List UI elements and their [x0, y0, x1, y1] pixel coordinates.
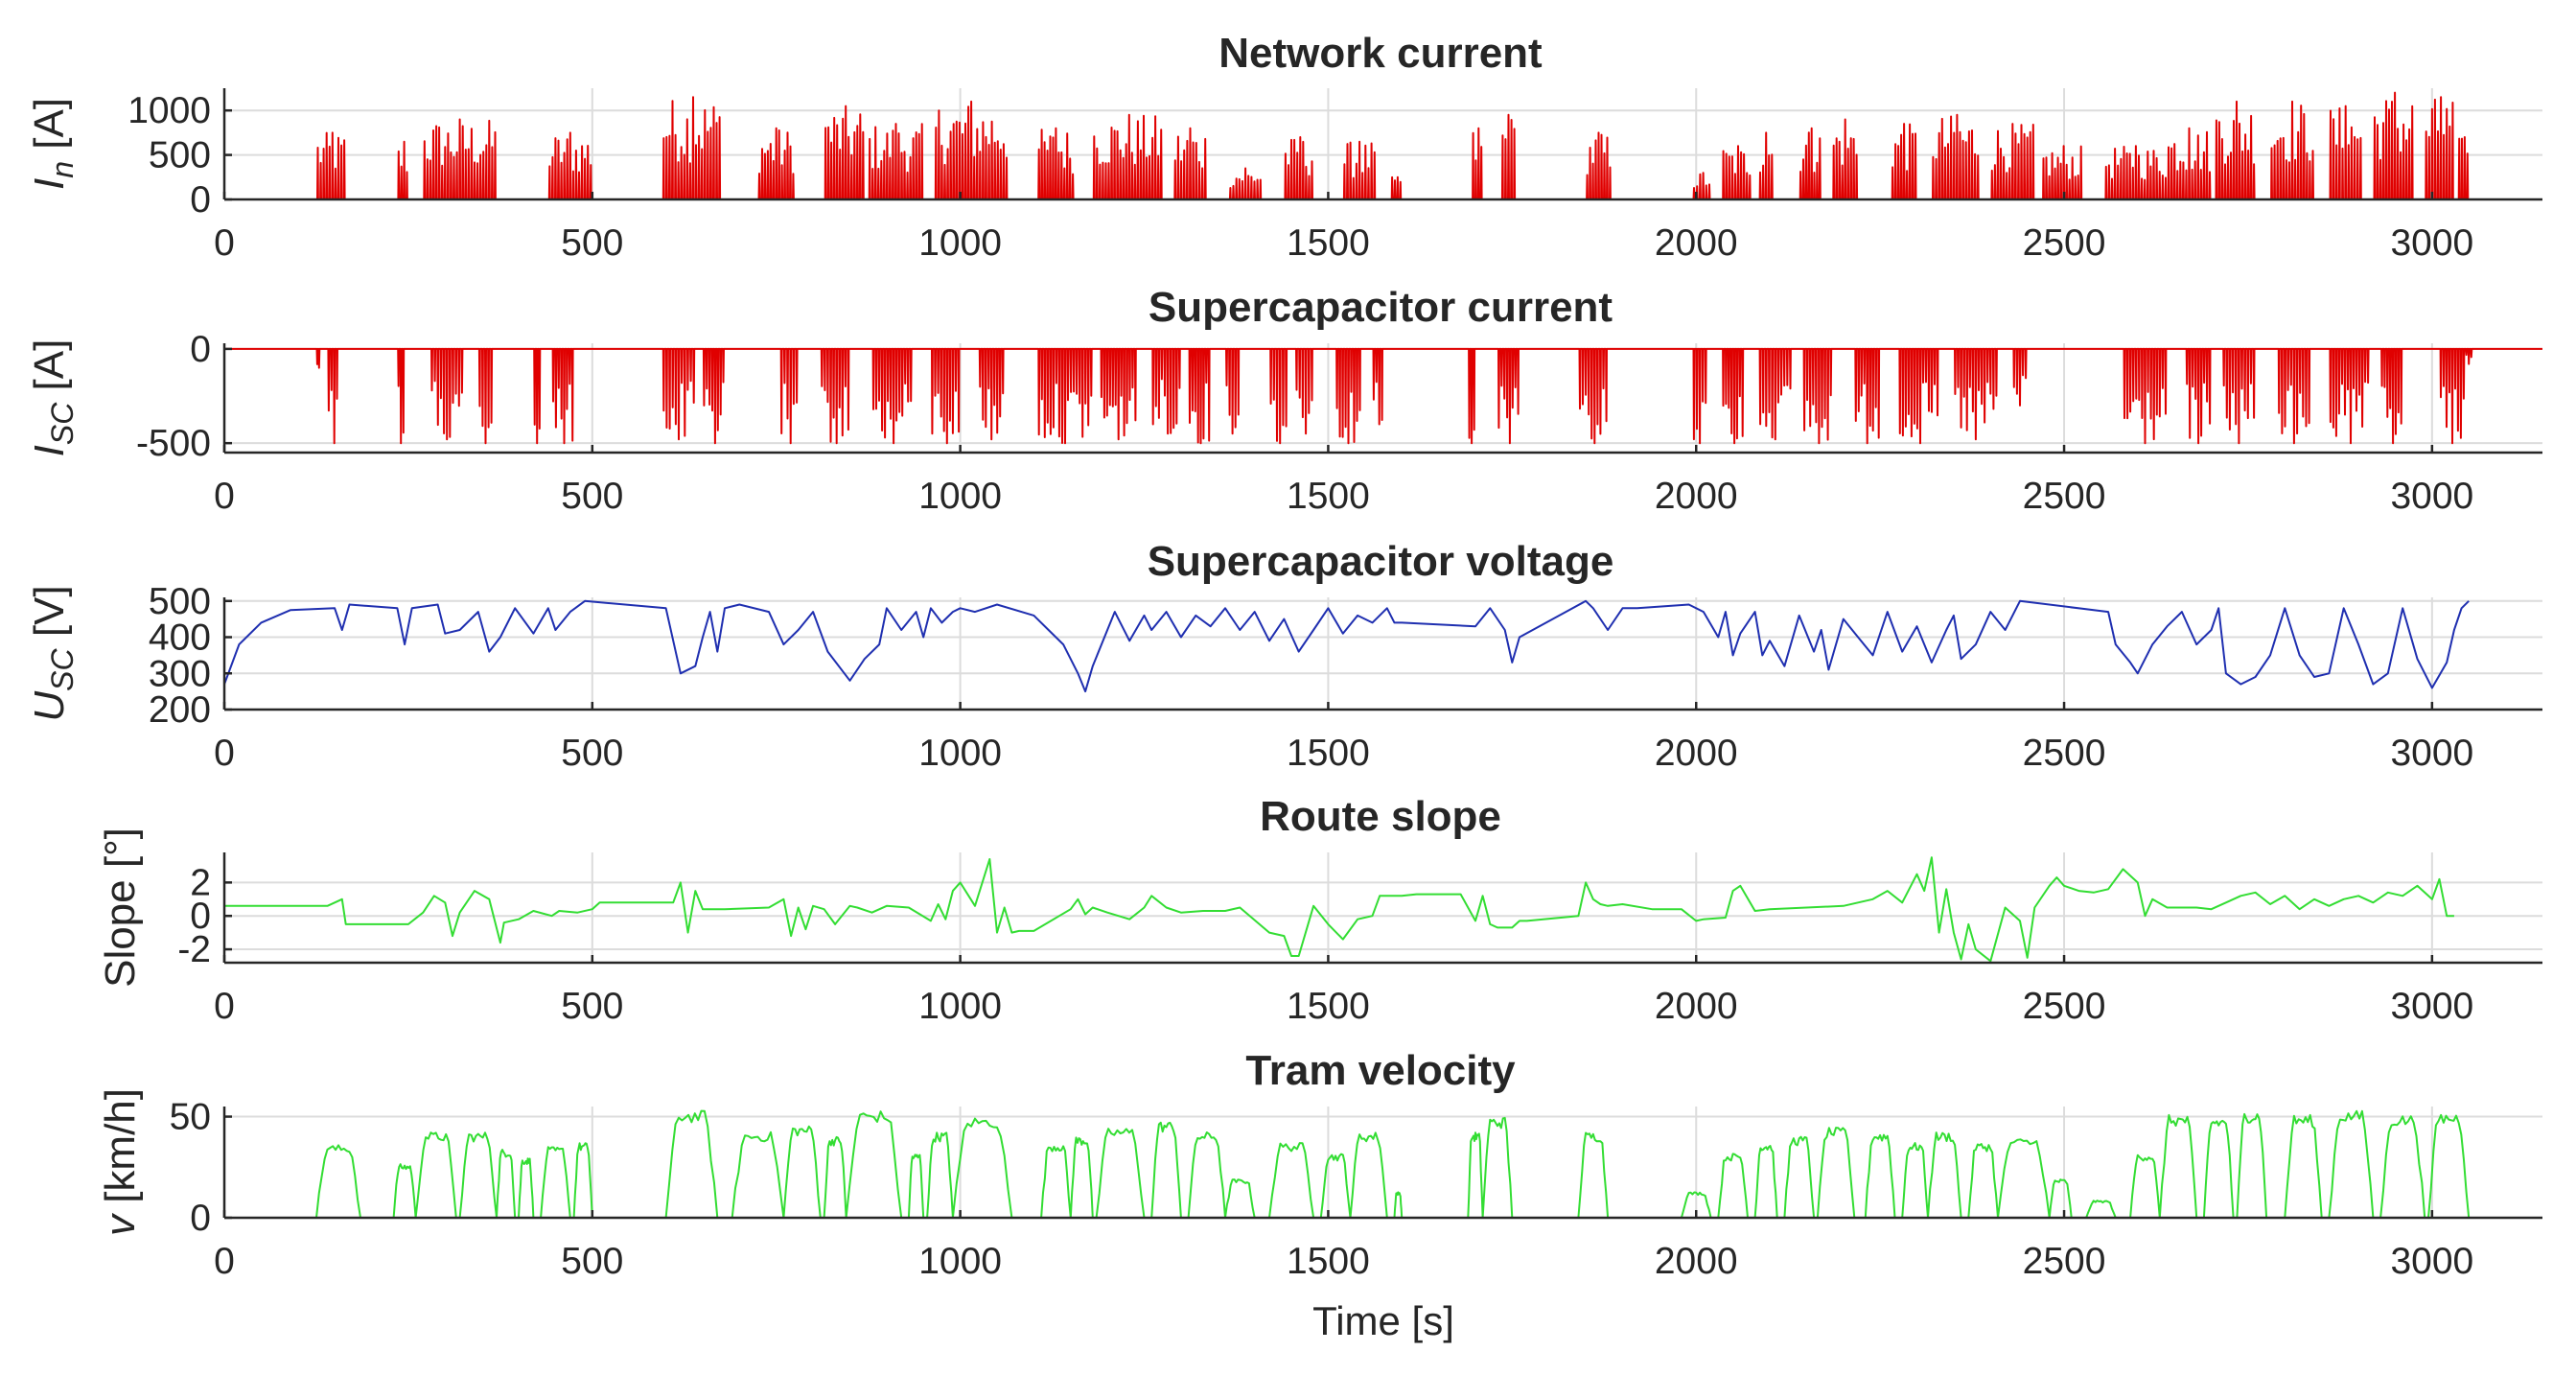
- x-tick-label: 0: [214, 986, 235, 1027]
- route-slope-panel: Route slope 0 500 1000 1500 2000 2500 3000-202…: [97, 793, 2542, 1027]
- y-tick-label: 300: [149, 653, 211, 694]
- x-tick-label: 1500: [1287, 1241, 1370, 1282]
- x-tick-label: 2000: [1655, 476, 1738, 517]
- x-tick-label: 3000: [2390, 222, 2473, 264]
- chart-title: Route slope: [1260, 793, 1501, 840]
- tram-velocity-panel: Tram velocity 0 500 1000 1500 2000 2500 3000 0 5…: [97, 1047, 2542, 1282]
- y-tick-label: 1000: [128, 90, 211, 131]
- x-tick-label: 500: [561, 222, 623, 264]
- y-tick-label: -2: [177, 929, 211, 970]
- x-tick-label: 1000: [918, 986, 1002, 1027]
- y-tick-label: 200: [149, 689, 211, 731]
- x-tick-label: 1500: [1287, 986, 1370, 1027]
- x-tick-label: 3000: [2390, 1241, 2473, 1282]
- y-tick-label: 2: [190, 862, 211, 903]
- chart-title: Supercapacitor current: [1149, 284, 1613, 331]
- y-tick-label: 500: [149, 581, 211, 622]
- x-tick-label: 500: [561, 986, 623, 1027]
- x-tick-label: 500: [561, 733, 623, 774]
- x-tick-label: 500: [561, 1241, 623, 1282]
- y-axis-label: ISC [A]: [26, 339, 80, 457]
- series-line: [224, 599, 2470, 693]
- x-tick-label: 2500: [2023, 476, 2106, 517]
- x-tick-label: 2000: [1655, 733, 1738, 774]
- x-tick-label: 0: [214, 476, 235, 517]
- x-tick-label: 2000: [1655, 1241, 1738, 1282]
- y-tick-label: 50: [170, 1097, 211, 1138]
- x-tick-label: 500: [561, 476, 623, 517]
- x-tick-label: 1000: [918, 1241, 1002, 1282]
- x-tick-label: 1500: [1287, 733, 1370, 774]
- y-axis-label: Slope [°]: [97, 827, 144, 988]
- x-tick-label: 3000: [2390, 733, 2473, 774]
- y-tick-label: 0: [190, 896, 211, 937]
- x-tick-label: 2500: [2023, 1241, 2106, 1282]
- supercapacitor-voltage-panel: Supercapacitor voltage 0 500 1000 1500 2000 2…: [26, 538, 2542, 774]
- chart-title: Tram velocity: [1245, 1047, 1516, 1094]
- x-axis-label: Time [s]: [1312, 1298, 1454, 1343]
- chart-title: Supercapacitor voltage: [1148, 538, 1614, 585]
- x-tick-label: 2000: [1655, 986, 1738, 1027]
- x-tick-label: 2500: [2023, 222, 2106, 264]
- x-tick-label: 2500: [2023, 986, 2106, 1027]
- y-tick-label: 0: [190, 329, 211, 370]
- x-tick-label: 1500: [1287, 476, 1370, 517]
- y-axis-label: USC [V]: [26, 585, 80, 721]
- network-current-panel: Network current 0 500 1000 1500 2000 2500 3000…: [26, 30, 2542, 264]
- chart-title: Network current: [1218, 30, 1543, 77]
- x-tick-label: 2000: [1655, 222, 1738, 264]
- series-line: [224, 856, 2454, 963]
- x-tick-label: 1000: [918, 476, 1002, 517]
- y-tick-label: 500: [149, 135, 211, 176]
- x-tick-label: 1500: [1287, 222, 1370, 264]
- series-line: [224, 91, 2542, 199]
- y-axis-label: v [km/h]: [97, 1088, 144, 1236]
- y-tick-label: -500: [136, 423, 211, 464]
- series-line: [224, 1109, 2542, 1218]
- y-tick-label: 0: [190, 179, 211, 221]
- y-tick-label: 400: [149, 618, 211, 659]
- x-tick-label: 3000: [2390, 986, 2473, 1027]
- y-axis-label: In [A]: [26, 98, 80, 190]
- x-tick-label: 3000: [2390, 476, 2473, 517]
- x-tick-label: 0: [214, 733, 235, 774]
- x-tick-label: 1000: [918, 222, 1002, 264]
- series-line: [224, 347, 2542, 445]
- x-tick-label: 0: [214, 222, 235, 264]
- y-tick-label: 0: [190, 1198, 211, 1239]
- supercapacitor-current-panel: Supercapacitor current 0 500 1000 1500 2000 2…: [26, 284, 2542, 517]
- x-tick-label: 0: [214, 1241, 235, 1282]
- x-tick-label: 1000: [918, 733, 1002, 774]
- x-tick-label: 2500: [2023, 733, 2106, 774]
